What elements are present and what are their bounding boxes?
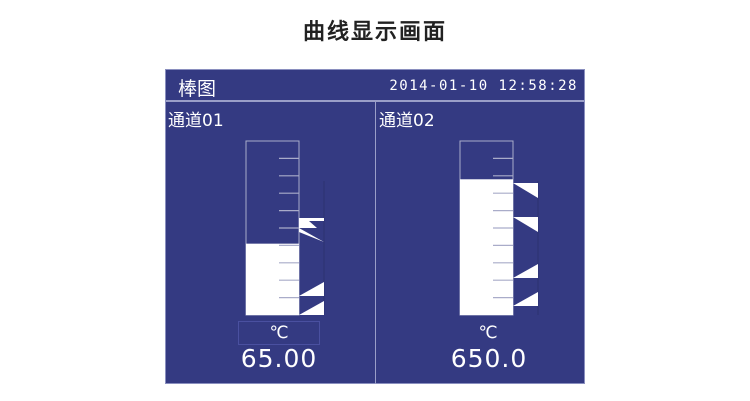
channel-divider bbox=[375, 102, 376, 384]
channel-01-label: 通道01 bbox=[168, 111, 224, 131]
channel-02-label: 通道02 bbox=[379, 111, 435, 131]
channel-01-alarm-marker bbox=[299, 301, 324, 315]
screen-header: 棒图 2014-01-10 12:58:28 bbox=[166, 70, 584, 102]
channel-02-alarm-marker bbox=[513, 264, 538, 278]
channel-01-value: 65.00 bbox=[240, 344, 318, 373]
channel-01-alarm-marker bbox=[299, 218, 324, 242]
channel-02-alarm-marker bbox=[513, 292, 538, 306]
channel-02-bar-fill bbox=[460, 179, 513, 315]
channel-02-alarm-marker bbox=[513, 183, 538, 198]
datetime-display: 2014-01-10 12:58:28 bbox=[389, 78, 578, 94]
channel-02-unit: ℃ bbox=[478, 323, 498, 343]
channel-01-alarm-marker bbox=[299, 282, 324, 296]
screen-title: 棒图 bbox=[178, 78, 217, 100]
channel-01-bar-fill bbox=[246, 243, 299, 315]
channel-02-value: 650.0 bbox=[450, 344, 528, 373]
page-title: 曲线显示画面 bbox=[302, 20, 447, 45]
bar-graph-screen: 棒图 2014-01-10 12:58:28 通道01 通道02 ℃ 65.00… bbox=[165, 69, 585, 384]
channel-02-alarm-marker bbox=[513, 217, 538, 232]
bar-graphs bbox=[245, 140, 539, 316]
channel-01-unit: ℃ bbox=[238, 321, 320, 345]
